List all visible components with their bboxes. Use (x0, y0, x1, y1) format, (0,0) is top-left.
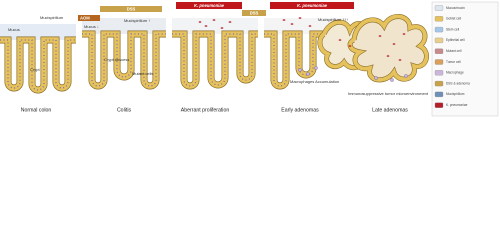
bar-label: DSS (127, 6, 136, 11)
note: Mucus (8, 27, 20, 32)
bacterium (282, 19, 286, 21)
bacterium (298, 17, 302, 19)
note: Mucispirillum (40, 15, 64, 20)
bar-label: DSS (250, 10, 259, 15)
bar-label: K. pneumoniae (194, 3, 225, 8)
bacterium (386, 55, 390, 57)
bar-label: K. pneumoniae (297, 3, 328, 8)
legend-label: Mucus/mucin (446, 6, 465, 10)
macrophage (390, 78, 394, 82)
note: Macrophages Accumulation (290, 79, 339, 84)
macrophage (374, 76, 378, 80)
dss-bar (242, 10, 266, 16)
note: Mutant cells (132, 71, 153, 76)
panel-title: Normal colon (21, 107, 52, 113)
legend: Mucus/mucin Goblet cell Stem cell Epithelia… (434, 5, 470, 108)
legend-label: Stem cell (446, 27, 459, 31)
nuclei (172, 33, 258, 87)
bacterium (290, 23, 294, 25)
note: Mucispirillum ↑↑↑ (318, 17, 348, 22)
legend-label: DSS & adenoma (446, 81, 470, 85)
note: Immunosuppressive tumor microenvironment (348, 91, 429, 96)
kp-bar (270, 2, 354, 9)
legend-swatch (434, 70, 444, 76)
legend-swatch (434, 80, 444, 87)
legend-swatch (434, 5, 444, 11)
bacterium (228, 21, 232, 23)
bacterium (308, 25, 312, 27)
nuclei (264, 33, 346, 87)
mucus-layer (172, 18, 258, 34)
legend-swatch (434, 48, 444, 54)
legend-swatch (434, 59, 444, 65)
legend-swatch (434, 16, 444, 22)
macrophage (314, 66, 318, 70)
epithelium (172, 31, 258, 89)
legend-label: Mucispirillum (446, 92, 465, 96)
aom-bar (78, 15, 100, 21)
bacterium (402, 33, 406, 35)
legend-swatch (434, 26, 444, 33)
bacterium (198, 21, 202, 23)
epithelium (0, 36, 76, 94)
bacterium (338, 39, 342, 41)
legend-label: Tumor cell (446, 60, 461, 64)
legend-swatch (434, 102, 444, 108)
macrophage (306, 72, 310, 76)
mucus-layer (0, 24, 76, 40)
legend-label: K. pneumoniae (446, 103, 468, 107)
bacterium (392, 43, 396, 45)
bacterium (204, 25, 208, 27)
bar-label: AOM (80, 15, 90, 20)
legend-swatch (434, 91, 444, 98)
mucus-layer (82, 18, 166, 34)
legend-label: Mutant cell (446, 49, 462, 53)
legend-label: Goblet cell (446, 17, 461, 21)
macrophage (298, 68, 302, 72)
bacterium (348, 45, 352, 47)
kp-bar (176, 2, 242, 9)
panel-title: Early adenomas (281, 107, 319, 113)
legend-label: Macrophage (446, 71, 464, 75)
diagram: AOM DSS K. pneumoniae DSS K. pneumoniae … (0, 1, 499, 117)
legend-box (431, 1, 499, 117)
legend-label: Epithelial cell (446, 38, 465, 42)
panel-title: Late adenomas (372, 107, 408, 113)
dss-bar (100, 6, 162, 12)
bacterium (212, 19, 216, 21)
tumor (348, 14, 429, 82)
tissue-layer (0, 14, 430, 94)
bacterium (220, 27, 224, 29)
bacterium (378, 35, 382, 37)
bacterium (398, 59, 402, 61)
note: Crypt (30, 67, 40, 72)
note: Crypt abscess (104, 57, 129, 62)
note: Mucus ↓ (84, 24, 99, 29)
nuclei (0, 39, 76, 91)
legend-swatch (434, 37, 444, 44)
epithelium (82, 31, 166, 89)
macrophage (404, 74, 408, 78)
panel-title: Colitis (117, 107, 132, 113)
panel-title: Aberrant proliferation (181, 107, 230, 113)
note: Mucispirillum ↑ (124, 18, 150, 23)
